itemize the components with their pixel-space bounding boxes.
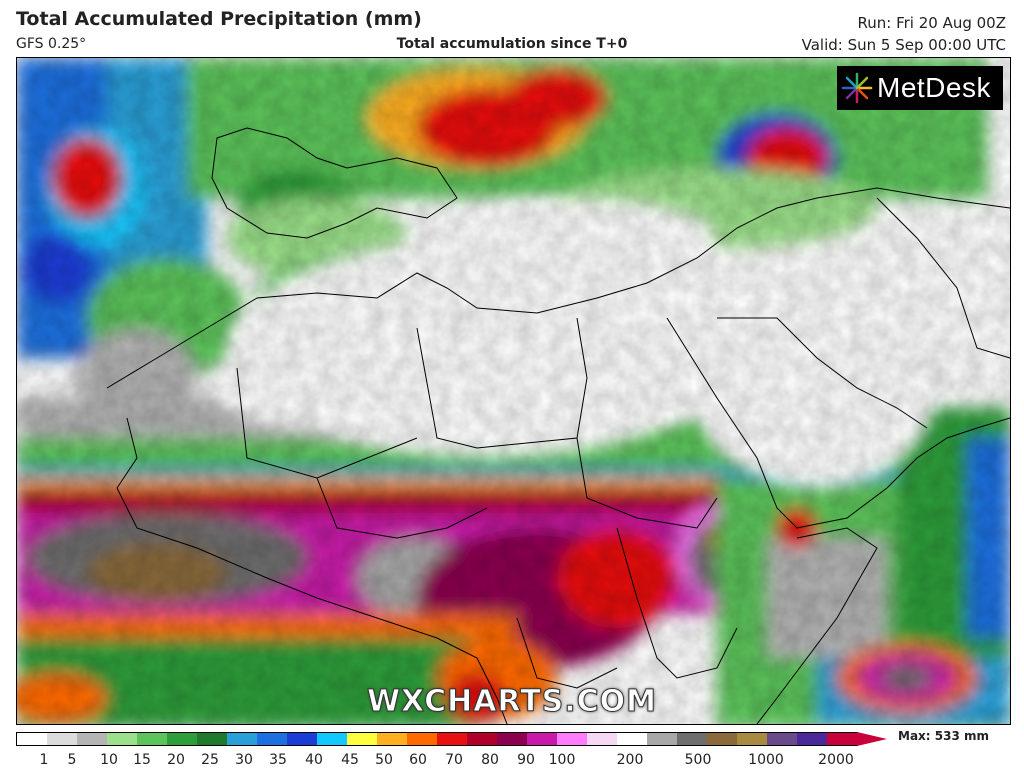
color-legend-bar <box>16 732 858 746</box>
legend-label: 10 <box>100 752 118 768</box>
run-label: Run: Fri 20 Aug 00Z <box>857 14 1007 32</box>
legend-swatch <box>287 733 317 745</box>
legend-swatch <box>437 733 467 745</box>
legend-label: 30 <box>235 752 253 768</box>
legend-labels: 1 5 10 15 20 25 30 35 40 45 50 60 70 80 90 100 200 500 100… <box>16 752 856 772</box>
legend-swatch <box>407 733 437 745</box>
legend-swatch <box>707 733 737 745</box>
legend-swatch <box>737 733 767 745</box>
legend-label: 25 <box>201 752 219 768</box>
legend-swatch <box>497 733 527 745</box>
legend-swatch <box>47 733 77 745</box>
map-canvas <box>17 58 1010 724</box>
legend-label: 15 <box>133 752 151 768</box>
legend-swatch <box>677 733 707 745</box>
legend-label: 100 <box>548 752 576 768</box>
legend-label: 70 <box>445 752 463 768</box>
legend-label: 50 <box>375 752 393 768</box>
legend-swatch <box>617 733 647 745</box>
chart-title: Total Accumulated Precipitation (mm) <box>16 8 422 30</box>
legend-swatch <box>197 733 227 745</box>
legend-swatch <box>257 733 287 745</box>
legend-swatch <box>647 733 677 745</box>
legend-arrow-tip <box>857 732 887 746</box>
legend-label: 80 <box>481 752 499 768</box>
legend-swatch <box>77 733 107 745</box>
chart-subtitle: Total accumulation since T+0 <box>396 36 628 52</box>
legend-swatch <box>587 733 617 745</box>
max-label: Max: 533 mm <box>898 729 989 743</box>
legend-label: 200 <box>616 752 644 768</box>
legend-swatch <box>797 733 827 745</box>
legend-swatch <box>107 733 137 745</box>
legend-swatch <box>137 733 167 745</box>
legend-swatch <box>347 733 377 745</box>
logo-text: MetDesk <box>877 72 991 103</box>
legend-label: 45 <box>341 752 359 768</box>
legend-swatch <box>827 733 857 745</box>
metdesk-logo-icon <box>841 72 873 104</box>
precipitation-map[interactable] <box>16 57 1011 725</box>
legend-label: 2000 <box>818 752 854 768</box>
legend-swatch <box>767 733 797 745</box>
watermark: WXCHARTS.COM <box>366 684 658 720</box>
legend-label: 60 <box>409 752 427 768</box>
legend-label: 40 <box>305 752 323 768</box>
legend-label: 5 <box>67 752 77 768</box>
legend-label: 500 <box>684 752 712 768</box>
legend-swatch <box>557 733 587 745</box>
valid-label: Valid: Sun 5 Sep 00:00 UTC <box>801 36 1006 54</box>
legend-swatch <box>467 733 497 745</box>
legend-swatch <box>167 733 197 745</box>
legend-swatch <box>17 733 47 745</box>
legend-swatch <box>527 733 557 745</box>
legend-label: 1000 <box>748 752 784 768</box>
legend-swatch <box>227 733 257 745</box>
coastlines <box>106 127 1010 724</box>
legend-swatch <box>377 733 407 745</box>
legend-label: 1 <box>39 752 49 768</box>
legend-label: 20 <box>167 752 185 768</box>
metdesk-logo: MetDesk <box>837 66 1003 110</box>
legend-label: 90 <box>517 752 535 768</box>
legend-swatch <box>317 733 347 745</box>
legend-label: 35 <box>269 752 287 768</box>
model-label: GFS 0.25° <box>16 36 87 52</box>
